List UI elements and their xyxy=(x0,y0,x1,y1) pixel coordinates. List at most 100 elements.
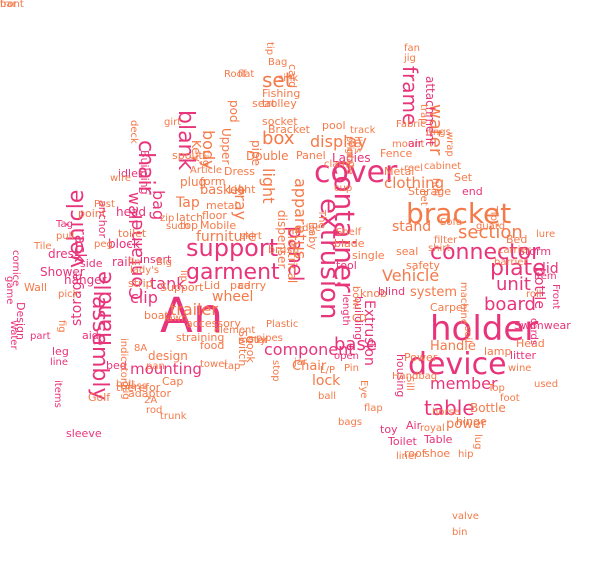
cloud-word: Handle xyxy=(430,339,476,354)
cloud-word: An xyxy=(160,288,224,344)
cloud-word: Light xyxy=(228,183,256,196)
cloud-word: display xyxy=(310,132,367,151)
cloud-word: member xyxy=(430,374,498,393)
cloud-word: jig xyxy=(404,53,416,64)
cloud-word: head xyxy=(116,205,146,219)
cloud-word: Table xyxy=(424,433,453,446)
cloud-word: indicator xyxy=(118,338,129,383)
cloud-word: lid xyxy=(542,261,559,277)
cloud-word: Fence xyxy=(380,147,413,160)
cloud-word: cards xyxy=(528,318,539,346)
cloud-word: line xyxy=(50,357,69,368)
cloud-word: zip xyxy=(160,213,175,224)
cloud-word: bracket xyxy=(406,197,512,230)
cloud-word: metal xyxy=(206,199,238,212)
cloud-word: Bottle xyxy=(470,401,506,415)
cloud-word: mounting xyxy=(130,360,202,378)
cloud-word: holder xyxy=(430,309,539,349)
cloud-word: carrier xyxy=(498,245,531,256)
cloud-word: seat xyxy=(252,97,276,110)
cloud-word: Golf xyxy=(88,391,111,404)
cloud-word: floor xyxy=(202,209,227,222)
cloud-word: liner xyxy=(396,451,419,462)
cloud-word: deck xyxy=(128,120,139,144)
cloud-word: tag xyxy=(200,150,211,167)
cloud-word: Power xyxy=(404,351,438,364)
cloud-word: royal xyxy=(420,423,445,434)
cloud-word: hull xyxy=(430,178,441,197)
cloud-word: flap xyxy=(364,403,383,414)
cloud-word: section xyxy=(458,222,523,243)
cloud-word: single xyxy=(352,249,385,262)
cloud-word: Handbag xyxy=(392,371,438,382)
cloud-word: Double xyxy=(246,149,289,163)
cloud-word: aid xyxy=(82,329,99,342)
cloud-word: clip xyxy=(130,288,158,307)
cloud-word: tip xyxy=(264,42,275,56)
cloud-word: mount xyxy=(392,139,425,150)
cloud-word: Shelf xyxy=(336,227,362,238)
cloud-word: Carpet xyxy=(430,301,468,314)
cloud-word: Pin xyxy=(344,363,359,374)
cloud-word: lure xyxy=(536,229,556,240)
cloud-word: accessory xyxy=(186,317,241,330)
cloud-word: point xyxy=(78,207,107,220)
cloud-word: wheel xyxy=(212,289,254,305)
cloud-word: Plastic xyxy=(266,319,299,330)
cloud-word: 8A xyxy=(134,343,148,354)
cloud-word: tank xyxy=(150,274,186,293)
cloud-word: therefor xyxy=(116,381,161,394)
cloud-word: open xyxy=(334,351,359,362)
cloud-word: Glass xyxy=(120,381,148,392)
cloud-word: top xyxy=(180,219,199,232)
cloud-word: component xyxy=(264,340,355,359)
cloud-word: reel xyxy=(404,163,423,174)
cloud-word: track xyxy=(350,125,376,136)
cloud-word: Bed xyxy=(506,233,528,246)
cloud-word: leg xyxy=(52,345,69,358)
cloud-word: ball xyxy=(318,391,337,402)
cloud-word: device xyxy=(408,347,507,382)
cloud-word: roof xyxy=(404,447,426,460)
cloud-word: rings xyxy=(426,127,451,138)
cloud-word: Lid xyxy=(204,279,221,292)
cloud-word: cup xyxy=(334,183,353,194)
cloud-word: support xyxy=(186,234,279,262)
cloud-word: Water xyxy=(8,320,19,350)
cloud-word: Sofa xyxy=(440,217,463,228)
cloud-word: litter xyxy=(510,349,537,362)
cloud-word: rail xyxy=(112,255,131,269)
cloud-word: trolley xyxy=(262,97,297,110)
cloud-word: pipe xyxy=(249,140,263,166)
cloud-word: horse xyxy=(432,407,460,418)
cloud-word: light xyxy=(259,168,278,204)
cloud-word: lock xyxy=(312,373,341,389)
cloud-word: box xyxy=(262,128,295,149)
cloud-word: adaptor xyxy=(128,387,172,400)
cloud-word: game xyxy=(4,276,15,305)
cloud-word: seal xyxy=(396,245,419,258)
cloud-word: Article xyxy=(190,165,223,176)
cloud-word: system xyxy=(410,285,457,300)
cloud-word: flat xyxy=(238,69,255,80)
cloud-word: stand xyxy=(392,219,432,235)
cloud-word: sleeve xyxy=(66,427,102,440)
cloud-word: wine xyxy=(508,363,532,374)
cloud-word: filter xyxy=(434,235,458,246)
cloud-word: latch xyxy=(176,211,204,224)
cloud-word: length xyxy=(340,294,351,326)
cloud-word: lips xyxy=(352,136,363,154)
cloud-word: Sill xyxy=(404,376,415,391)
cloud-word: Storage xyxy=(408,185,452,198)
cloud-word: edge xyxy=(296,223,321,234)
cloud-word: bolt xyxy=(116,379,136,390)
cloud-word: furniture xyxy=(196,229,257,245)
cloud-word: pick xyxy=(58,289,79,300)
cloud-word: lawn xyxy=(164,313,188,324)
cloud-word: girt xyxy=(164,117,182,128)
cloud-word: plug xyxy=(180,175,207,189)
cloud-word: fin xyxy=(128,257,141,268)
cloud-word: straining xyxy=(176,331,225,344)
cloud-word: guard xyxy=(476,221,506,232)
